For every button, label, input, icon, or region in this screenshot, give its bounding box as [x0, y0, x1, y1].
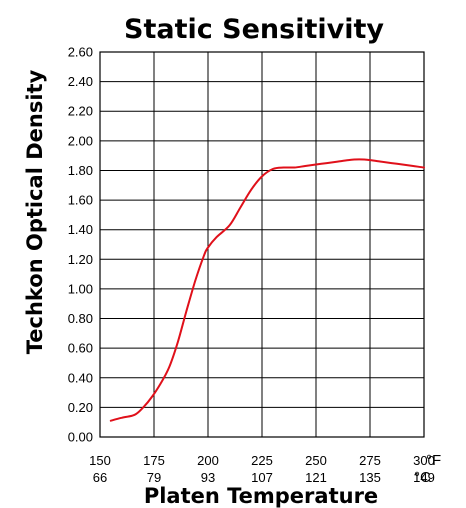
plot-frame — [99, 51, 425, 438]
x-tick-label: 300 — [413, 453, 435, 468]
x-tick-label-celsius: 135 — [359, 470, 381, 485]
x-tick-label: 150 — [89, 453, 111, 468]
x-axis-title: Platen Temperature — [144, 484, 378, 508]
x-tick-label-celsius: 66 — [93, 470, 107, 485]
x-tick-label: 175 — [143, 453, 165, 468]
y-tick-label: 2.60 — [68, 45, 93, 60]
x-tick-label: 200 — [197, 453, 219, 468]
x-tick-label-celsius: 149 — [413, 470, 435, 485]
y-tick-label: 1.40 — [68, 222, 93, 237]
y-tick-label: 0.40 — [68, 370, 93, 385]
y-tick-label: 1.20 — [68, 252, 93, 267]
y-tick-label: 1.80 — [68, 163, 93, 178]
y-tick-label: 0.60 — [68, 341, 93, 356]
y-tick-label: 2.00 — [68, 133, 93, 148]
y-tick-label: 0.00 — [68, 430, 93, 445]
y-tick-label: 2.40 — [68, 74, 93, 89]
x-tick-label: 225 — [251, 453, 273, 468]
x-tick-label: 250 — [305, 453, 327, 468]
x-tick-label-celsius: 121 — [305, 470, 327, 485]
x-unit-primary: °F — [426, 452, 441, 469]
chart-title: Static Sensitivity — [124, 14, 384, 45]
x-tick-label-celsius: 79 — [147, 470, 161, 485]
y-tick-label: 2.20 — [68, 104, 93, 119]
grid — [99, 51, 425, 438]
tick-labels: 0.00 0.20 0.40 0.60 0.80 1.00 1.20 1.40 1.60 1.80… — [68, 45, 435, 486]
y-tick-label: 0.20 — [68, 400, 93, 415]
series-line — [109, 158, 425, 422]
y-axis-title: Techkon Optical Density — [23, 69, 47, 354]
y-tick-label: 0.80 — [68, 311, 93, 326]
x-tick-label-celsius: 107 — [251, 470, 273, 485]
y-tick-label: 1.60 — [68, 193, 93, 208]
x-tick-label-celsius: 93 — [201, 470, 215, 485]
x-unit-secondary: °C — [414, 469, 431, 486]
y-tick-label: 1.00 — [68, 281, 93, 296]
x-tick-label: 275 — [359, 453, 381, 468]
